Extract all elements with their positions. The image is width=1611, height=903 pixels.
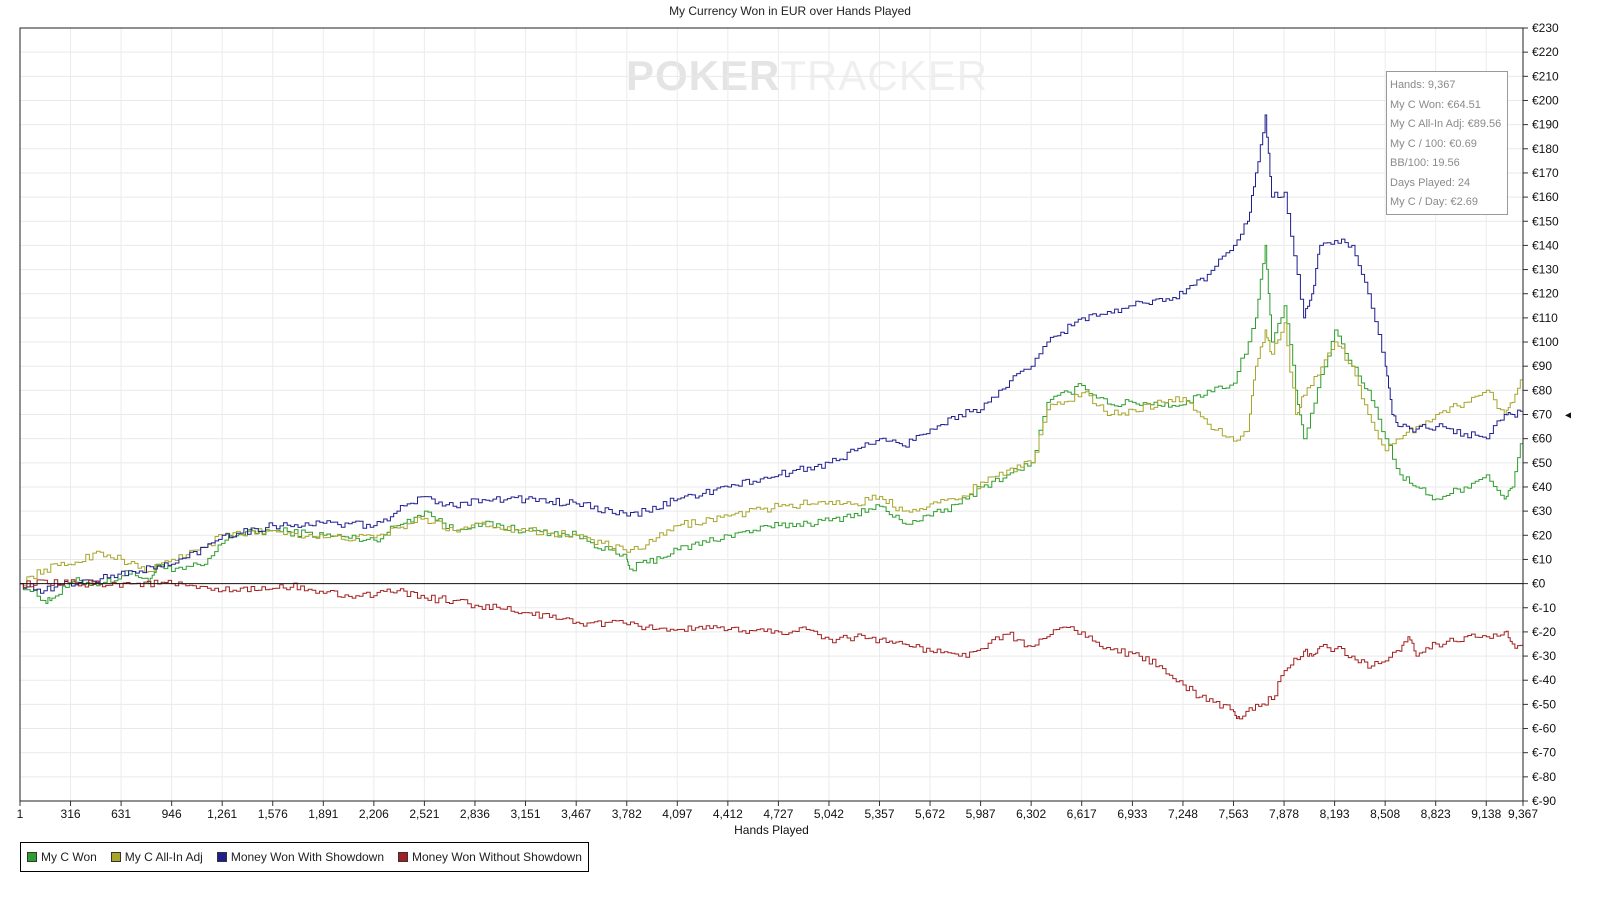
x-tick-label: 6,302 — [1016, 807, 1046, 821]
x-tick-label: 5,042 — [814, 807, 844, 821]
tooltip-per100: My C / 100: €0.69 — [1390, 137, 1477, 150]
tooltip-won: My C Won: €64.51 — [1390, 98, 1481, 111]
legend-item[interactable]: My C Won — [27, 850, 97, 864]
series-line-my-c-all-in-adj — [20, 322, 1524, 586]
x-tick-label: 5,987 — [966, 807, 996, 821]
y-tick-label: €210 — [1532, 69, 1559, 83]
x-tick-label: 1,891 — [308, 807, 338, 821]
y-tick-label: €-70 — [1532, 746, 1556, 760]
hover-tooltip: Hands: 9,367 My C Won: €64.51 My C All-I… — [1386, 71, 1508, 215]
x-tick-label: 4,727 — [763, 807, 793, 821]
chart-legend: My C Won My C All-In Adj Money Won With Sh… — [20, 842, 589, 872]
x-tick-label: 5,672 — [915, 807, 945, 821]
x-tick-label: 1 — [17, 807, 24, 821]
legend-item[interactable]: My C All-In Adj — [110, 850, 203, 864]
x-tick-label: 3,782 — [612, 807, 642, 821]
y-tick-label: €200 — [1532, 93, 1559, 107]
y-tick-label: €20 — [1532, 528, 1552, 542]
y-tick-label: €160 — [1532, 190, 1559, 204]
x-tick-label: 631 — [111, 807, 131, 821]
legend-item[interactable]: Money Won With Showdown — [216, 850, 385, 864]
legend-label: My C Won — [41, 850, 97, 864]
y-tick-label: €-20 — [1532, 625, 1556, 639]
y-tick-label: €30 — [1532, 504, 1552, 518]
x-tick-label: 1,576 — [258, 807, 288, 821]
y-tick-label: €40 — [1532, 480, 1552, 494]
legend-label: My C All-In Adj — [124, 850, 203, 864]
pokertracker-watermark: POKERTRACKER — [626, 52, 988, 100]
legend-swatch — [27, 852, 37, 862]
x-tick-label: 6,617 — [1067, 807, 1097, 821]
x-tick-label: 316 — [61, 807, 81, 821]
y-tick-label: €120 — [1532, 287, 1559, 301]
x-tick-label: 9,367 — [1508, 807, 1538, 821]
x-tick-label: 6,933 — [1117, 807, 1147, 821]
tooltip-bb100: BB/100: 19.56 — [1390, 157, 1460, 169]
y-tick-label: €50 — [1532, 456, 1552, 470]
x-tick-label: 9,138 — [1471, 807, 1501, 821]
x-tick-label: 2,206 — [359, 807, 389, 821]
x-tick-label: 8,823 — [1421, 807, 1451, 821]
tooltip-hands: Hands: 9,367 — [1390, 79, 1456, 91]
y-tick-label: €-90 — [1532, 794, 1556, 808]
y-tick-label: €70 — [1532, 408, 1552, 422]
y-tick-label: €-30 — [1532, 649, 1556, 663]
x-tick-label: 4,097 — [662, 807, 692, 821]
current-value-marker: ◂ — [1565, 408, 1571, 422]
y-tick-label: €100 — [1532, 335, 1559, 349]
x-tick-label: 2,521 — [409, 807, 439, 821]
x-tick-label: 1,261 — [207, 807, 237, 821]
legend-swatch — [216, 852, 227, 862]
x-tick-label: 7,248 — [1168, 807, 1198, 821]
x-tick-label: 8,508 — [1370, 807, 1400, 821]
y-tick-label: €230 — [1532, 21, 1559, 35]
watermark-light: TRACKER — [780, 52, 989, 99]
axes: €230 €220 €210 €200 €190 €180 €170 €160 €150 €140… — [17, 21, 1571, 821]
x-tick-label: 8,193 — [1320, 807, 1350, 821]
x-tick-label: 5,357 — [864, 807, 894, 821]
y-tick-label: €-10 — [1532, 601, 1556, 615]
y-tick-label: €80 — [1532, 383, 1552, 397]
plot-frame — [19, 27, 1524, 802]
y-tick-label: €170 — [1532, 166, 1559, 180]
x-axis-title: Hands Played — [734, 823, 809, 837]
series-line-money-won-with-showdown — [20, 114, 1524, 594]
x-tick-label: 2,836 — [460, 807, 490, 821]
tooltip-days: Days Played: 24 — [1390, 176, 1471, 189]
legend-label: Money Won Without Showdown — [412, 850, 582, 864]
y-tick-label: €190 — [1532, 118, 1559, 132]
y-tick-label: €110 — [1532, 311, 1558, 325]
y-tick-label: €60 — [1532, 432, 1552, 446]
y-tick-label: €90 — [1532, 359, 1552, 373]
y-tick-label: €180 — [1532, 142, 1559, 156]
x-tick-label: 3,151 — [510, 807, 540, 821]
x-tick-label: 3,467 — [561, 807, 591, 821]
tooltip-allin: My C All-In Adj: €89.56 — [1390, 118, 1502, 130]
series-line-my-c-won — [20, 244, 1524, 604]
y-tick-label: €-80 — [1532, 770, 1556, 784]
series-line-money-won-without-showdown — [20, 579, 1524, 720]
legend-swatch — [398, 852, 409, 862]
y-tick-label: €-60 — [1532, 722, 1556, 736]
x-tick-label: 946 — [162, 807, 182, 821]
y-tick-label: €0 — [1532, 577, 1546, 591]
chart-title: My Currency Won in EUR over Hands Played — [669, 4, 911, 18]
y-tick-label: €140 — [1532, 238, 1559, 252]
y-tick-label: €220 — [1532, 45, 1559, 59]
x-tick-label: 7,878 — [1269, 807, 1299, 821]
x-tick-label: 4,412 — [713, 807, 743, 821]
y-tick-label: €150 — [1532, 214, 1559, 228]
y-tick-label: €-40 — [1532, 673, 1556, 687]
y-tick-label: €10 — [1532, 552, 1552, 566]
legend-label: Money Won With Showdown — [230, 850, 385, 864]
legend-item[interactable]: Money Won Without Showdown — [398, 850, 582, 864]
x-tick-label: 7,563 — [1218, 807, 1248, 821]
legend-swatch — [110, 852, 121, 862]
y-tick-label: €130 — [1532, 263, 1559, 277]
tooltip-perday: My C / Day: €2.69 — [1390, 196, 1479, 208]
watermark-bold: POKER — [626, 52, 781, 99]
y-tick-label: €-50 — [1532, 697, 1556, 711]
series-lines — [20, 114, 1524, 720]
